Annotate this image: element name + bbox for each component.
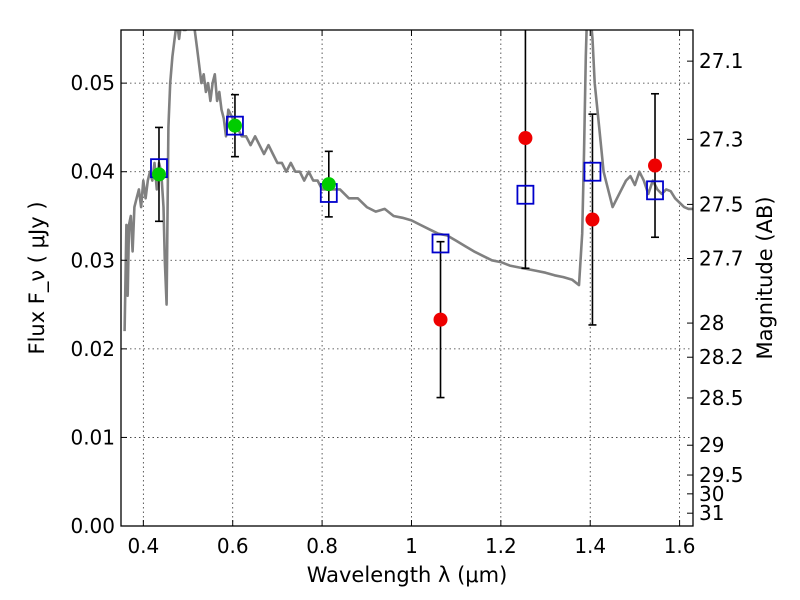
- mag-tick-label: 27.1: [699, 49, 744, 73]
- data-point: [151, 167, 166, 182]
- mag-tick-label: 28.5: [699, 386, 744, 410]
- y-tick-label: 0.02: [70, 337, 115, 361]
- model-square: [583, 161, 602, 182]
- mag-tick-label: 31: [699, 501, 724, 525]
- x-tick-label: 1.4: [574, 534, 606, 558]
- mag-tick-label: 29: [699, 433, 724, 457]
- data-point: [648, 158, 663, 173]
- y-tick-label: 0.03: [70, 248, 115, 272]
- y-axis-title: Flux F_ν ( μJy ): [25, 201, 50, 354]
- x-tick-label: 0.8: [306, 534, 338, 558]
- y-tick-label: 0.04: [70, 160, 115, 184]
- y-tick-label: 0.01: [70, 425, 115, 449]
- spectrum-line: [123, 30, 693, 332]
- y-tick-label: 0.05: [70, 71, 115, 95]
- plot-frame: [120, 29, 694, 527]
- plot-area: [123, 30, 693, 399]
- x-tick-label: 0.6: [217, 534, 249, 558]
- model-square: [226, 115, 244, 136]
- data-point: [433, 312, 448, 327]
- ticks: 0.4 0.6 0.8 1 1.2 1.4 1.6 0.00 0.01 0.02 0.03 0.04 0…: [70, 30, 744, 558]
- mag-tick-label: 30: [699, 482, 724, 506]
- model-square: [646, 180, 664, 201]
- model-square: [516, 184, 535, 205]
- mag-tick-label: 27.5: [699, 192, 744, 216]
- x-tick-label: 1: [405, 534, 418, 558]
- y-tick-label: 0.00: [70, 514, 115, 538]
- model-square: [431, 233, 450, 254]
- data-point: [585, 212, 600, 227]
- x-tick-label: 0.4: [127, 534, 159, 558]
- data-point: [518, 131, 533, 146]
- mag-tick-label: 27.7: [699, 247, 744, 271]
- data-point: [227, 118, 242, 133]
- x-axis-title: Wavelength λ (μm): [307, 563, 508, 587]
- data-point: [321, 177, 336, 192]
- mag-tick-label: 29.5: [699, 463, 744, 487]
- y2-axis-title: Magnitude (AB): [753, 196, 777, 359]
- mag-tick-label: 28.2: [699, 345, 744, 369]
- x-tick-label: 1.6: [664, 534, 696, 558]
- mag-tick-label: 28: [699, 311, 724, 335]
- mag-tick-label: 27.3: [699, 127, 744, 151]
- x-tick-label: 1.2: [485, 534, 517, 558]
